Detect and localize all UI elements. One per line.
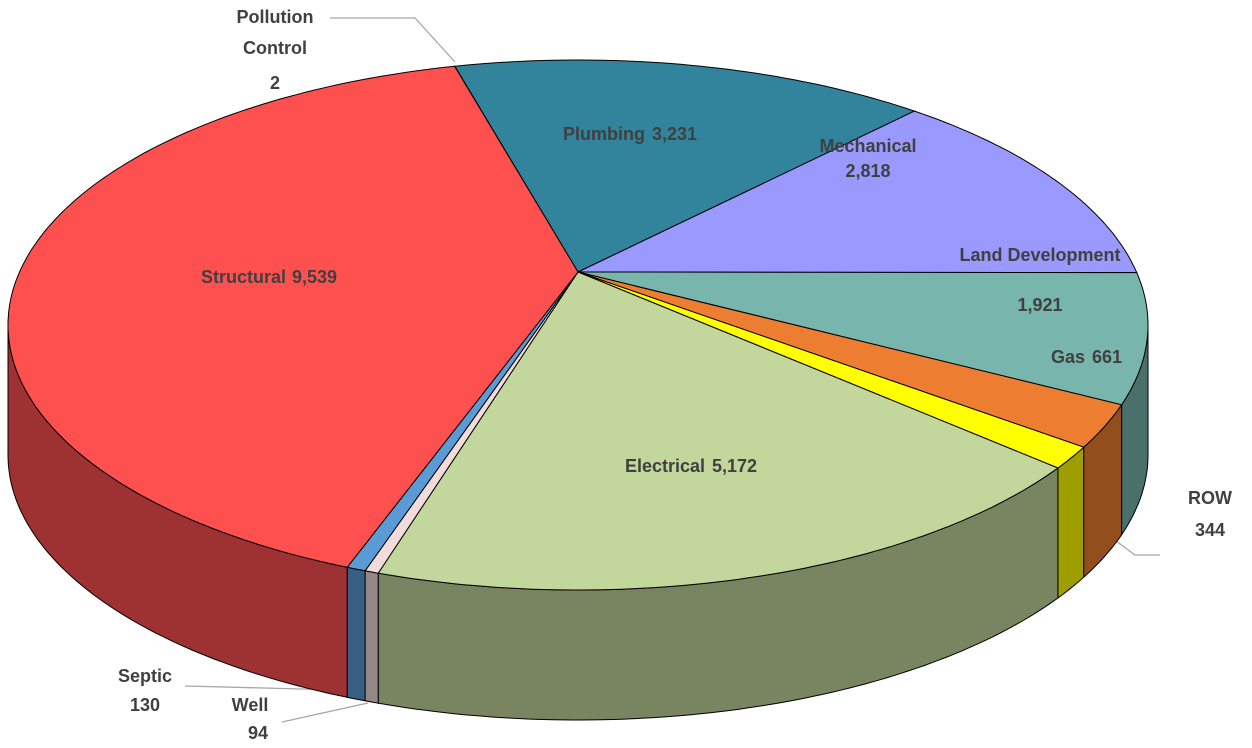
slice-label: ROW: [1188, 488, 1232, 508]
slice: [577, 271, 1123, 448]
slice-label: Electrical: [625, 456, 705, 476]
slice-value: 1,921: [1017, 295, 1062, 315]
slice-value: 2,818: [845, 161, 890, 181]
leader-line: [330, 17, 456, 63]
slice-label: Land Development: [959, 245, 1120, 265]
slice-label: Pollution Control: [237, 7, 314, 58]
slice-label: Plumbing: [563, 124, 645, 144]
slice-value: 5,172: [712, 456, 757, 476]
slice-value: 130: [130, 695, 160, 715]
slice-value: 9,539: [292, 267, 337, 287]
slice: [7, 65, 579, 568]
slice: [577, 271, 1149, 406]
slice-value: 344: [1195, 520, 1225, 540]
slice-side: [364, 570, 379, 704]
slice-label: Septic: [118, 666, 172, 686]
slice: [577, 271, 1085, 469]
slice: [377, 271, 1059, 591]
slice: [577, 110, 1138, 274]
slice-side: [346, 566, 366, 702]
slice-value: 94: [248, 723, 268, 743]
slice-label: Gas: [1051, 347, 1085, 367]
slice-value: 3,231: [652, 124, 697, 144]
slice: [454, 59, 916, 273]
slice-value: 2: [270, 73, 280, 93]
slice-label: Well: [232, 695, 269, 715]
slice-label: Mechanical: [819, 136, 916, 156]
leader-line: [281, 702, 369, 723]
slice-label: Structural: [201, 267, 286, 287]
slice-value: 661: [1092, 347, 1122, 367]
slice-side: [1057, 446, 1085, 599]
